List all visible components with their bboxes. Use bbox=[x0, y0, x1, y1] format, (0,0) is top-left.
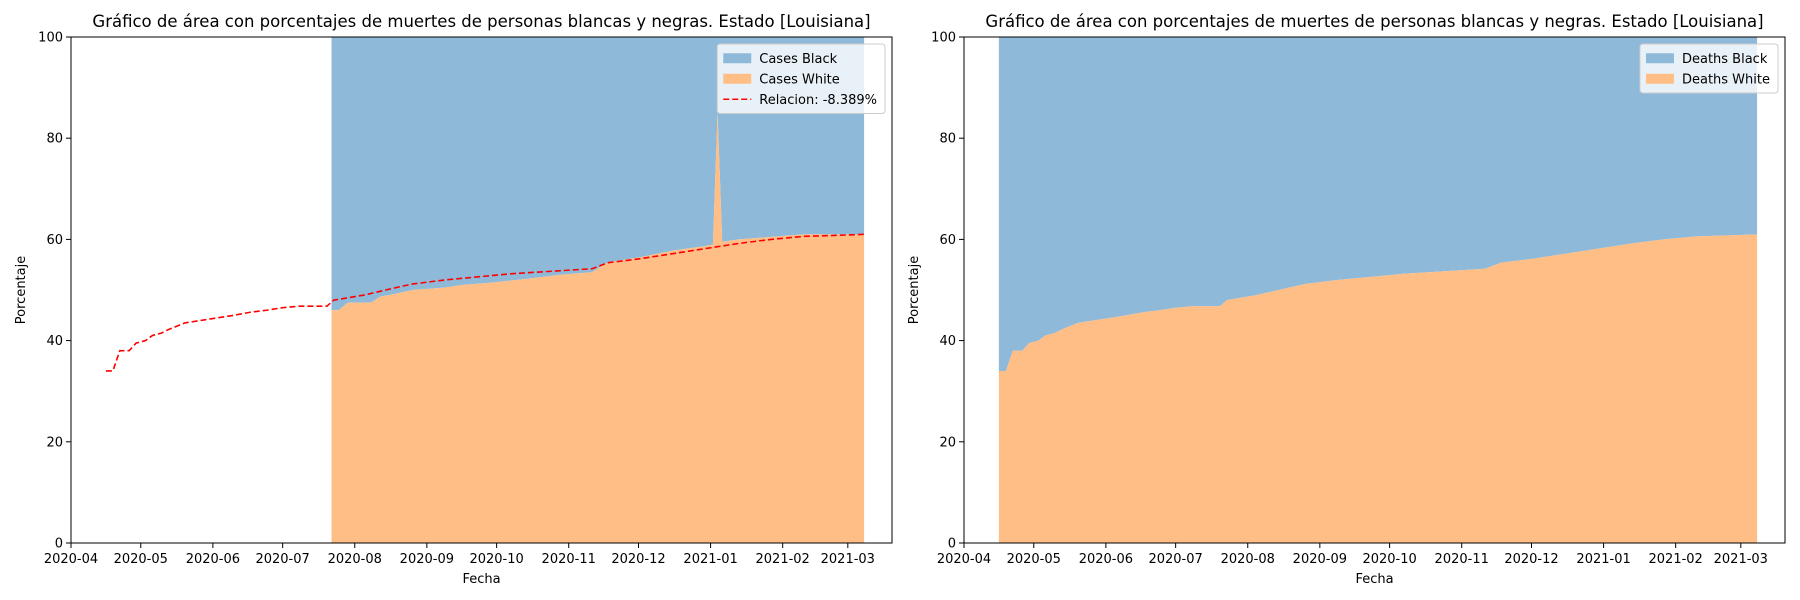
legend-label: Deaths Black bbox=[1682, 52, 1768, 67]
plot-frame bbox=[70, 36, 893, 544]
x-tick-label: 2021-03 bbox=[821, 552, 875, 567]
legend-swatch bbox=[723, 53, 752, 64]
x-tick-label: 2020-06 bbox=[186, 552, 240, 567]
x-tick-label: 2020-09 bbox=[1293, 552, 1347, 567]
chart-title: Gráfico de área con porcentajes de muert… bbox=[985, 12, 1763, 31]
legend-label: Cases Black bbox=[759, 52, 837, 67]
x-tick-label: 2020-08 bbox=[328, 552, 382, 567]
x-tick-label: 2021-02 bbox=[1649, 552, 1703, 567]
chart-title: Gráfico de área con porcentajes de muert… bbox=[92, 12, 870, 31]
legend-label: Deaths White bbox=[1682, 72, 1770, 87]
x-tick-label: 2021-01 bbox=[1576, 552, 1630, 567]
legend-swatch bbox=[1645, 73, 1674, 84]
x-tick-label: 2020-06 bbox=[1079, 552, 1133, 567]
x-axis-title: Fecha bbox=[1355, 572, 1393, 587]
y-tick-label: 0 bbox=[55, 537, 63, 552]
area-cases-white bbox=[331, 112, 865, 544]
legend-box bbox=[1639, 43, 1779, 94]
legend-swatch bbox=[723, 73, 752, 84]
y-axis-title: Porcentaje bbox=[14, 256, 29, 324]
area-deaths-white bbox=[998, 234, 1758, 543]
x-tick-label: 2021-03 bbox=[1714, 552, 1768, 567]
x-tick-label: 2020-12 bbox=[611, 552, 665, 567]
x-tick-label: 2020-07 bbox=[255, 552, 309, 567]
y-tick-label: 20 bbox=[46, 435, 63, 450]
chart-panel-deaths: Gráfico de área con porcentajes de muert… bbox=[907, 12, 1786, 587]
legend: Deaths Black Deaths White bbox=[1639, 43, 1779, 94]
x-axis-title: Fecha bbox=[462, 572, 500, 587]
x-tick-label: 2020-05 bbox=[1007, 552, 1061, 567]
x-tick-label: 2021-02 bbox=[756, 552, 810, 567]
x-tick-label: 2020-05 bbox=[114, 552, 168, 567]
x-tick-label: 2020-04 bbox=[937, 552, 991, 567]
x-tick-label: 2020-09 bbox=[400, 552, 454, 567]
x-tick-label: 2021-01 bbox=[683, 552, 737, 567]
x-tick-label: 2020-07 bbox=[1148, 552, 1202, 567]
legend-swatch bbox=[1645, 53, 1674, 64]
y-tick-label: 40 bbox=[46, 334, 63, 349]
legend-label: Cases White bbox=[759, 72, 840, 87]
x-tick-label: 2020-08 bbox=[1221, 552, 1275, 567]
area-deaths-black bbox=[998, 37, 1758, 371]
y-axis-title: Porcentaje bbox=[907, 256, 922, 324]
y-tick-label: 80 bbox=[939, 132, 956, 147]
x-tick-label: 2020-04 bbox=[44, 552, 98, 567]
x-tick-label: 2020-10 bbox=[1362, 552, 1416, 567]
y-tick-label: 40 bbox=[939, 334, 956, 349]
y-tick-label: 100 bbox=[931, 31, 956, 46]
x-tick-label: 2020-11 bbox=[542, 552, 596, 567]
y-tick-label: 20 bbox=[939, 435, 956, 450]
legend-box bbox=[716, 43, 886, 114]
legend-label: Relacion: -8.389% bbox=[759, 93, 877, 108]
chart-panel-cases: Gráfico de área con porcentajes de muert… bbox=[14, 12, 893, 587]
y-tick-label: 60 bbox=[46, 233, 63, 248]
relacion-line bbox=[105, 233, 865, 372]
plot-frame bbox=[963, 36, 1786, 544]
y-tick-label: 100 bbox=[38, 31, 63, 46]
x-tick-label: 2020-10 bbox=[469, 552, 523, 567]
legend: Cases Black Cases White Relacion: -8.389% bbox=[716, 43, 886, 114]
y-tick-label: 80 bbox=[46, 132, 63, 147]
x-tick-label: 2020-12 bbox=[1504, 552, 1558, 567]
y-tick-label: 0 bbox=[948, 537, 956, 552]
y-tick-label: 60 bbox=[939, 233, 956, 248]
x-tick-label: 2020-11 bbox=[1435, 552, 1489, 567]
